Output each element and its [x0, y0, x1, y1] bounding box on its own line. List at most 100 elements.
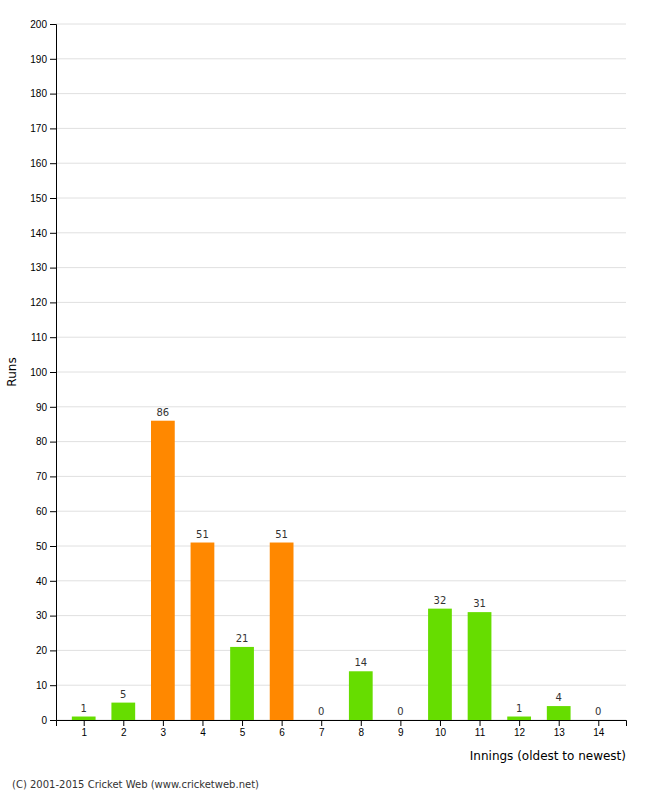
- y-tick: 30: [36, 610, 56, 621]
- x-tick-mark: [242, 720, 243, 726]
- x-tick-label: 14: [593, 727, 605, 738]
- y-tick-mark: [50, 233, 56, 234]
- y-tick-label: 0: [41, 715, 47, 726]
- y-tick-mark: [50, 198, 56, 199]
- x-tick-label: 7: [319, 727, 325, 738]
- bar: [507, 717, 531, 720]
- data-label: 1: [81, 703, 87, 714]
- data-label: 51: [275, 529, 288, 540]
- data-label: 1: [516, 703, 522, 714]
- y-tick-label: 140: [30, 228, 47, 239]
- y-tick: 80: [36, 436, 56, 447]
- x-tick: 3: [161, 720, 167, 738]
- y-tick-label: 70: [36, 471, 48, 482]
- x-tick: 11: [475, 720, 486, 738]
- x-tick: 2: [121, 720, 127, 738]
- plot: 1586512151014032311400102030405060708090…: [5, 19, 627, 763]
- bar: [151, 421, 175, 720]
- bar: [309, 720, 333, 721]
- y-tick-mark: [50, 372, 56, 373]
- footer: (C) 2001-2015 Cricket Web (www.cricketwe…: [12, 779, 259, 790]
- x-tick-mark: [361, 720, 362, 726]
- bar: [389, 720, 413, 721]
- x-axis: 1234567891011121314: [57, 720, 627, 738]
- data-label: 0: [318, 706, 324, 717]
- y-tick-mark: [50, 581, 56, 582]
- data-label: 0: [397, 706, 403, 717]
- x-tick-mark: [519, 720, 520, 726]
- y-tick: 90: [36, 402, 56, 413]
- y-tick-mark: [50, 302, 56, 303]
- y-tick-label: 120: [30, 297, 47, 308]
- bar: [547, 706, 571, 720]
- grid-line: [56, 58, 626, 59]
- x-tick: 6: [279, 720, 285, 738]
- grid-line: [56, 163, 626, 164]
- x-tick-mark: [202, 720, 203, 726]
- grid-line: [56, 615, 626, 616]
- grid-line: [56, 580, 626, 581]
- y-tick: 100: [30, 367, 56, 378]
- data-label: 0: [595, 706, 601, 717]
- y-tick: 180: [30, 88, 56, 99]
- grid-line: [56, 198, 626, 199]
- y-tick-mark: [50, 59, 56, 60]
- x-tick: 14: [593, 720, 605, 738]
- y-tick: 130: [30, 262, 56, 273]
- grid-line: [56, 511, 626, 512]
- data-labels: 158651215101403231140: [81, 407, 602, 717]
- y-tick-label: 100: [30, 367, 47, 378]
- bar: [111, 703, 135, 720]
- y-tick: 10: [36, 680, 56, 691]
- x-tick-label: 2: [121, 727, 127, 738]
- y-tick: 40: [36, 576, 56, 587]
- chart: 1586512151014032311400102030405060708090…: [0, 0, 650, 800]
- y-axis-line: [50, 25, 57, 721]
- bar: [468, 612, 492, 720]
- grid-line: [56, 337, 626, 338]
- x-tick: 4: [200, 720, 206, 738]
- y-tick-label: 50: [36, 541, 48, 552]
- x-axis-line: [57, 721, 627, 727]
- y-tick-label: 190: [30, 54, 47, 65]
- y-tick-mark: [50, 685, 56, 686]
- data-label: 51: [196, 529, 209, 540]
- y-tick-mark: [50, 442, 56, 443]
- x-tick-mark: [321, 720, 322, 726]
- bar: [349, 671, 373, 720]
- y-tick: 0: [41, 715, 56, 726]
- grid-line: [56, 650, 626, 651]
- bar: [72, 717, 96, 720]
- y-tick: 120: [30, 297, 56, 308]
- y-axis-title: Runs: [5, 357, 19, 386]
- y-tick-mark: [50, 128, 56, 129]
- x-tick: 10: [435, 720, 447, 738]
- grid-line: [56, 93, 626, 94]
- data-label: 32: [434, 595, 447, 606]
- grid-line: [56, 267, 626, 268]
- grid-line: [56, 302, 626, 303]
- data-label: 5: [120, 689, 126, 700]
- x-tick: 7: [319, 720, 325, 738]
- y-tick: 200: [30, 19, 56, 30]
- y-tick: 20: [36, 645, 56, 656]
- y-tick: 190: [30, 54, 56, 65]
- bar: [230, 647, 254, 720]
- y-tick-label: 160: [30, 158, 47, 169]
- x-tick-label: 9: [398, 727, 404, 738]
- y-tick: 50: [36, 541, 56, 552]
- y-tick-label: 170: [30, 123, 47, 134]
- y-tick-label: 30: [36, 610, 48, 621]
- x-tick-label: 1: [81, 727, 87, 738]
- grid-line: [56, 476, 626, 477]
- x-tick: 5: [240, 720, 246, 738]
- grid-line: [56, 441, 626, 442]
- x-tick-mark: [163, 720, 164, 726]
- x-tick-label: 12: [514, 727, 526, 738]
- data-label: 31: [473, 598, 486, 609]
- x-tick-label: 11: [475, 727, 486, 738]
- x-tick-mark: [123, 720, 124, 726]
- y-tick-mark: [50, 268, 56, 269]
- x-tick: 9: [398, 720, 404, 738]
- x-tick-label: 5: [240, 727, 246, 738]
